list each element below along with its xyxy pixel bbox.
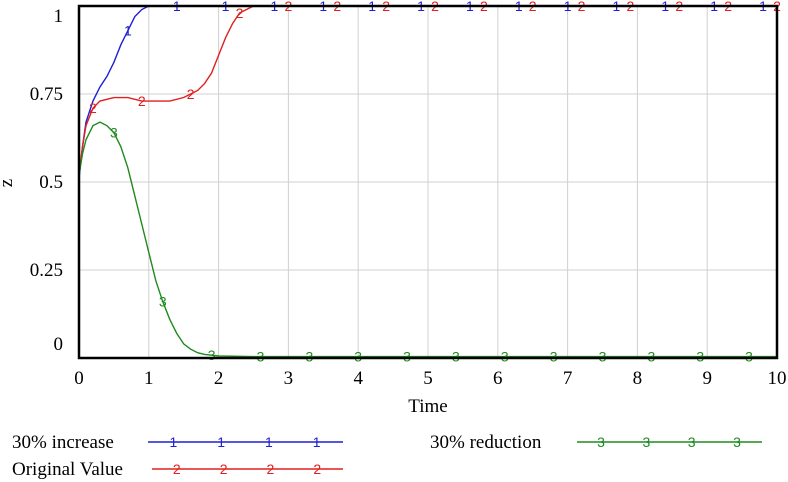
y-tick-label: 0 <box>54 334 64 355</box>
x-tick-label: 3 <box>284 368 294 389</box>
grid-lines <box>79 6 777 358</box>
x-tick-label: 10 <box>768 368 787 389</box>
legend: 30% increase 1 1 1 1 Original Value 2 2 2 2 30% re… <box>12 432 762 480</box>
x-tick-label: 0 <box>74 368 84 389</box>
y-tick-label: 1 <box>54 6 64 27</box>
series-marker-3: 3 <box>696 349 704 365</box>
series-marker-3: 3 <box>745 349 753 365</box>
y-tick-label: 0.25 <box>30 260 63 281</box>
legend-marker-3: 3 <box>642 434 650 450</box>
x-tick-label: 2 <box>214 368 224 389</box>
x-tick-label: 8 <box>633 368 643 389</box>
series-line-3 <box>78 121 777 358</box>
y-tick-label: 0.75 <box>30 84 63 105</box>
x-axis-label: Time <box>408 396 447 417</box>
x-tick-label: 7 <box>563 368 573 389</box>
series-marker-3: 3 <box>550 349 558 365</box>
series-marker-3: 3 <box>403 349 411 365</box>
series-marker-2: 2 <box>187 86 195 102</box>
x-tick-label: 9 <box>702 368 712 389</box>
series-marker-3: 3 <box>257 349 265 365</box>
series-marker-3: 3 <box>305 349 313 365</box>
series-marker-3: 3 <box>452 349 460 365</box>
series-marker-3: 3 <box>599 349 607 365</box>
legend-marker-1: 1 <box>265 434 273 450</box>
series-marker-2: 2 <box>236 5 244 21</box>
legend-label-1: 30% increase <box>12 432 114 453</box>
series-marker-3: 3 <box>647 349 655 365</box>
y-tick-label: 0.5 <box>39 172 63 193</box>
x-tick-label: 5 <box>423 368 433 389</box>
legend-marker-3: 3 <box>597 434 605 450</box>
legend-marker-1: 1 <box>217 434 225 450</box>
legend-marker-2: 2 <box>173 461 181 477</box>
x-tick-label: 4 <box>353 368 363 389</box>
legend-marker-2: 2 <box>313 461 321 477</box>
series-marker-2: 2 <box>138 93 146 109</box>
legend-marker-3: 3 <box>688 434 696 450</box>
legend-marker-1: 1 <box>313 434 321 450</box>
legend-label-3: 30% reduction <box>430 432 542 453</box>
series-marker-2: 2 <box>89 100 97 116</box>
legend-marker-2: 2 <box>267 461 275 477</box>
legend-label-2: Original Value <box>12 459 123 480</box>
series-marker-3: 3 <box>354 349 362 365</box>
x-tick-label: 1 <box>144 368 154 389</box>
series-marker-3: 3 <box>159 294 167 310</box>
legend-marker-3: 3 <box>733 434 741 450</box>
legend-marker-2: 2 <box>220 461 228 477</box>
series-marker-3: 3 <box>208 347 216 363</box>
plot-frame <box>77 4 779 360</box>
series-marker-3: 3 <box>501 349 509 365</box>
y-axis-label: z <box>0 179 17 187</box>
x-tick-label: 6 <box>493 368 503 389</box>
legend-marker-1: 1 <box>169 434 177 450</box>
series-marker-1: 1 <box>124 23 132 39</box>
series-marker-3: 3 <box>110 125 118 141</box>
